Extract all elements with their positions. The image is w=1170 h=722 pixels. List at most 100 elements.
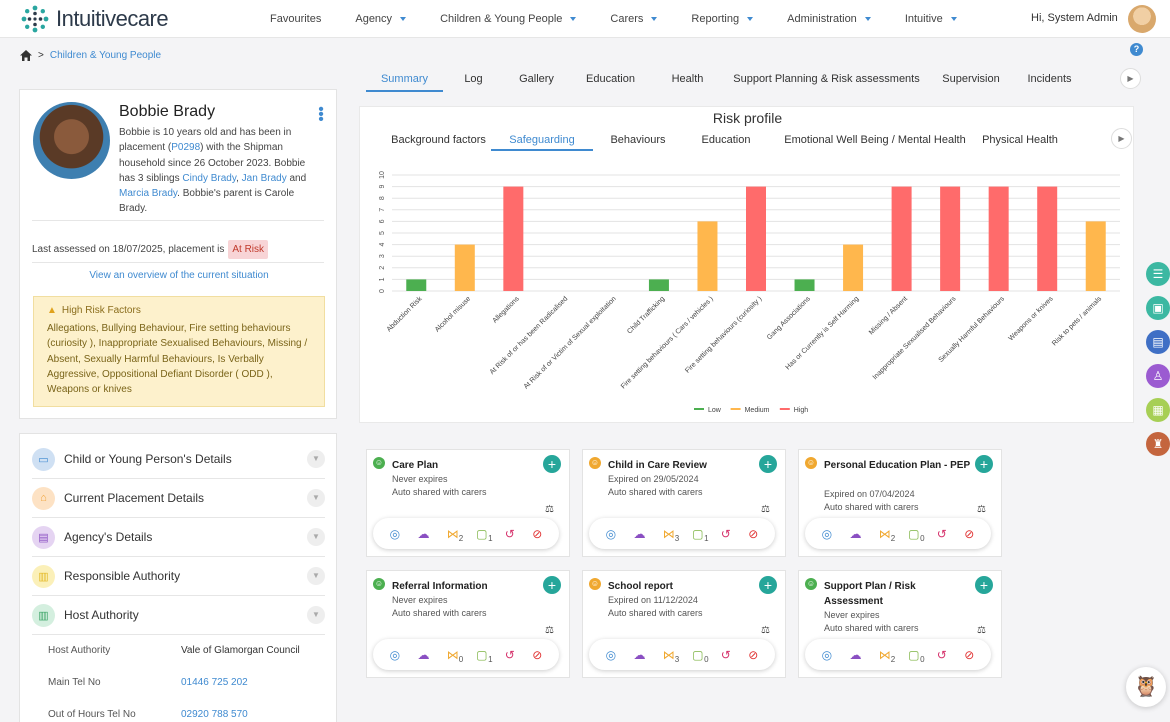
accordion-child-or-young-person-s-details[interactable]: ▭ Child or Young Person's Details ▼ (32, 440, 325, 479)
view-glasses-icon[interactable]: ◎ (605, 526, 617, 541)
file-icon[interactable]: ▢ 0 (908, 647, 925, 664)
block-icon[interactable]: ⊘ (964, 526, 975, 541)
view-glasses-icon[interactable]: ◎ (821, 526, 833, 541)
accordion-host-authority[interactable]: ▥ Host Authority ▼ (32, 596, 325, 635)
chart-tab-safeguarding[interactable]: Safeguarding (491, 129, 593, 151)
view-glasses-icon[interactable]: ◎ (605, 647, 617, 662)
share-icon[interactable]: ⋈ 3 (662, 647, 680, 664)
sibling-link[interactable]: Jan Brady (241, 172, 287, 184)
bar[interactable] (746, 186, 766, 291)
tab-supervision[interactable]: Supervision (942, 73, 1000, 85)
user-greeting[interactable]: Hi, System Admin (1031, 12, 1118, 24)
chart-tab-emotional-well-being-mental-health[interactable]: Emotional Well Being / Mental Health (784, 134, 966, 146)
chevron-down-icon[interactable]: ▼ (307, 606, 325, 624)
add-button[interactable]: + (759, 455, 777, 473)
share-icon[interactable]: ⋈ 2 (878, 647, 896, 664)
add-button[interactable]: + (975, 576, 993, 594)
download-cloud-icon[interactable]: ☁ (633, 647, 646, 662)
tab-gallery[interactable]: Gallery (519, 73, 554, 85)
document-icon[interactable]: ▤ (1146, 330, 1170, 354)
chevron-down-icon[interactable]: ▼ (307, 567, 325, 585)
out-of-hours-link[interactable]: 02920 788 570 (181, 709, 248, 720)
document-title[interactable]: Support Plan / Risk Assessment (824, 581, 916, 607)
chevron-down-icon[interactable]: ▼ (307, 489, 325, 507)
document-title[interactable]: School report (608, 581, 674, 592)
help-icon[interactable]: ? (1130, 43, 1143, 56)
chart-tabs-scroll-right-icon[interactable]: ▶ (1111, 128, 1132, 149)
bar[interactable] (988, 186, 1009, 291)
tab-summary[interactable]: Summary (366, 66, 443, 92)
breadcrumb-current[interactable]: Children & Young People (49, 50, 162, 61)
history-icon[interactable]: ↺ (936, 647, 947, 662)
history-icon[interactable]: ↺ (504, 526, 515, 541)
bar[interactable] (697, 221, 718, 291)
history-icon[interactable]: ↺ (720, 526, 731, 541)
share-icon[interactable]: ⋈ 2 (878, 526, 896, 543)
stamp-icon[interactable]: ♜ (1146, 432, 1170, 456)
view-glasses-icon[interactable]: ◎ (821, 647, 833, 662)
home-icon[interactable] (20, 50, 32, 61)
chart-tab-physical-health[interactable]: Physical Health (982, 134, 1058, 146)
share-icon[interactable]: ⋈ 0 (446, 647, 464, 664)
document-title[interactable]: Personal Education Plan - PEP (824, 460, 971, 471)
block-icon[interactable]: ⊘ (748, 647, 759, 662)
file-icon[interactable]: ▢ 1 (692, 526, 709, 543)
chart-tab-education[interactable]: Education (701, 134, 751, 146)
tab-education[interactable]: Education (586, 73, 635, 85)
block-icon[interactable]: ⊘ (532, 647, 543, 662)
nav-administration[interactable]: Administration (787, 13, 871, 25)
nav-children-young-people[interactable]: Children & Young People (440, 13, 577, 25)
chart-tab-behaviours[interactable]: Behaviours (610, 134, 666, 146)
download-cloud-icon[interactable]: ☁ (633, 526, 646, 541)
history-icon[interactable]: ↺ (936, 526, 947, 541)
history-icon[interactable]: ↺ (504, 647, 515, 662)
bar[interactable] (843, 244, 864, 291)
sibling-link[interactable]: Cindy Brady (182, 172, 237, 184)
add-button[interactable]: + (543, 576, 561, 594)
nav-reporting[interactable]: Reporting (691, 13, 754, 25)
file-icon[interactable]: ▢ 0 (692, 647, 709, 664)
file-icon[interactable]: ▢ 1 (476, 526, 493, 543)
block-icon[interactable]: ⊘ (748, 526, 759, 541)
history-icon[interactable]: ↺ (720, 647, 731, 662)
tabs-scroll-right-icon[interactable]: ▶ (1120, 68, 1141, 89)
view-glasses-icon[interactable]: ◎ (389, 647, 401, 662)
document-title[interactable]: Child in Care Review (608, 460, 707, 471)
list-icon[interactable]: ☰ (1146, 262, 1170, 286)
bar[interactable] (1085, 221, 1106, 291)
share-icon[interactable]: ⋈ 3 (662, 526, 680, 543)
nav-favourites[interactable]: Favourites (270, 13, 321, 25)
download-cloud-icon[interactable]: ☁ (417, 647, 430, 662)
nav-intuitive[interactable]: Intuitive (905, 13, 957, 25)
file-icon[interactable]: ▢ 0 (908, 526, 925, 543)
assistant-owl-icon[interactable]: 🦉 (1126, 667, 1166, 707)
brand-logo[interactable]: Intuitivecare (20, 4, 169, 34)
block-icon[interactable]: ⊘ (532, 526, 543, 541)
sibling-link[interactable]: Marcia Brady (119, 188, 178, 200)
add-button[interactable]: + (759, 576, 777, 594)
tab-support-planning-risk-assessments[interactable]: Support Planning & Risk assessments (733, 73, 920, 85)
download-cloud-icon[interactable]: ☁ (849, 647, 862, 662)
chart-tab-background-factors[interactable]: Background factors (391, 134, 486, 146)
bar[interactable] (454, 244, 475, 291)
view-glasses-icon[interactable]: ◎ (389, 526, 401, 541)
accordion-agency-s-details[interactable]: ▤ Agency's Details ▼ (32, 518, 325, 557)
document-title[interactable]: Care Plan (392, 460, 439, 471)
main-tel-link[interactable]: 01446 725 202 (181, 677, 248, 688)
nav-agency[interactable]: Agency (355, 13, 407, 25)
bar[interactable] (891, 186, 912, 291)
tab-health[interactable]: Health (671, 73, 704, 85)
file-icon[interactable]: ▢ 1 (476, 647, 493, 664)
download-cloud-icon[interactable]: ☁ (849, 526, 862, 541)
calendar-icon[interactable]: ▦ (1146, 398, 1170, 422)
download-cloud-icon[interactable]: ☁ (417, 526, 430, 541)
bar[interactable] (406, 279, 427, 291)
tab-log[interactable]: Log (464, 73, 483, 85)
bar[interactable] (503, 186, 524, 291)
briefcase-icon[interactable]: ▣ (1146, 296, 1170, 320)
accordion-current-placement-details[interactable]: ⌂ Current Placement Details ▼ (32, 479, 325, 518)
overview-link[interactable]: View an overview of the current situatio… (89, 270, 269, 281)
chevron-down-icon[interactable]: ▼ (307, 450, 325, 468)
bar[interactable] (940, 186, 961, 291)
add-button[interactable]: + (975, 455, 993, 473)
